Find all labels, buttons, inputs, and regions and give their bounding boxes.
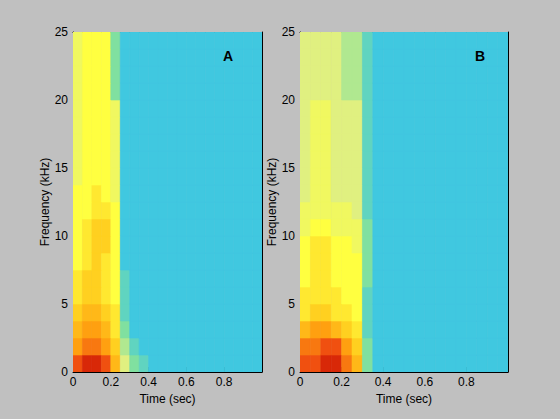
svg-text:Frequency (kHz): Frequency (kHz) — [38, 158, 52, 247]
svg-text:10: 10 — [55, 229, 69, 243]
svg-text:5: 5 — [61, 297, 68, 311]
svg-text:0: 0 — [61, 365, 68, 379]
svg-text:0.2: 0.2 — [333, 375, 350, 389]
svg-text:25: 25 — [55, 25, 69, 39]
svg-text:0.4: 0.4 — [375, 375, 392, 389]
svg-text:25: 25 — [282, 25, 296, 39]
svg-text:0.8: 0.8 — [458, 375, 475, 389]
svg-text:15: 15 — [282, 161, 296, 175]
svg-text:0.2: 0.2 — [102, 375, 119, 389]
svg-text:Time (sec): Time (sec) — [376, 392, 432, 406]
svg-text:0: 0 — [288, 365, 295, 379]
svg-text:0.8: 0.8 — [216, 375, 233, 389]
svg-text:0: 0 — [70, 375, 77, 389]
svg-text:Time (sec): Time (sec) — [139, 392, 195, 406]
svg-text:0: 0 — [297, 375, 304, 389]
svg-text:20: 20 — [55, 93, 69, 107]
svg-text:0.6: 0.6 — [416, 375, 433, 389]
svg-text:5: 5 — [288, 297, 295, 311]
svg-text:10: 10 — [282, 229, 296, 243]
svg-text:20: 20 — [282, 93, 296, 107]
svg-text:B: B — [475, 48, 485, 64]
svg-text:0.4: 0.4 — [140, 375, 157, 389]
svg-text:A: A — [223, 48, 233, 64]
svg-text:15: 15 — [55, 161, 69, 175]
svg-text:Frequency (kHz): Frequency (kHz) — [265, 158, 279, 247]
svg-text:0.6: 0.6 — [178, 375, 195, 389]
